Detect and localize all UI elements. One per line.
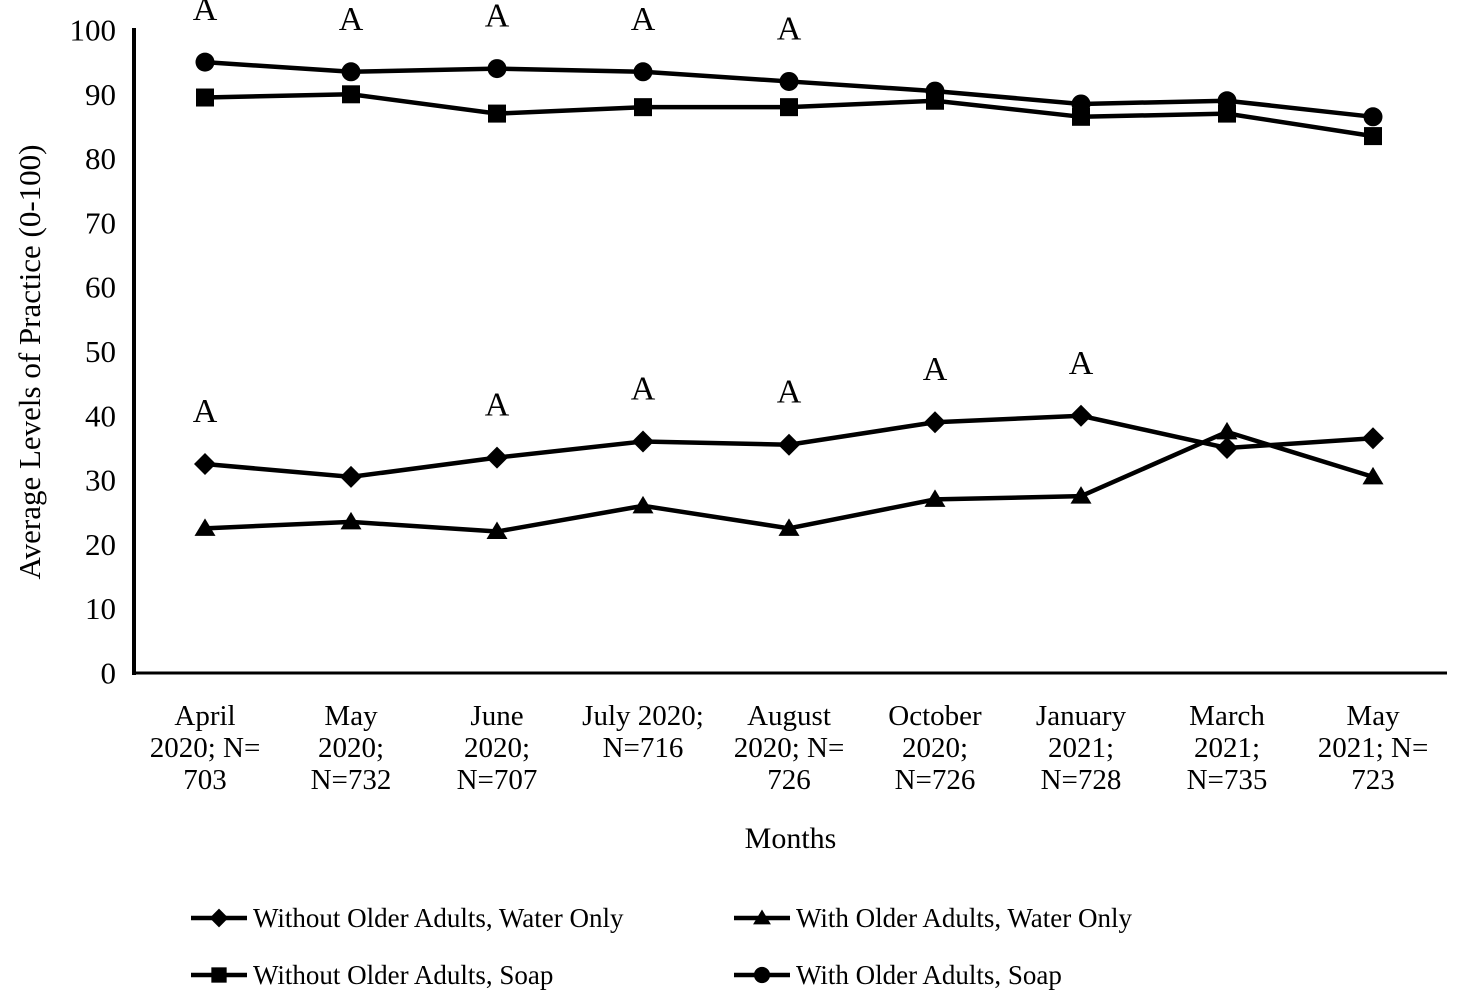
significance-annotation: A <box>193 0 218 28</box>
y-tick-label: 10 <box>85 591 116 626</box>
y-tick-label: 80 <box>85 141 116 176</box>
triangle-marker <box>924 489 946 507</box>
legend-label: With Older Adults, Water Only <box>796 902 1132 933</box>
triangle-marker <box>486 521 508 540</box>
y-tick-label: 70 <box>85 205 116 240</box>
x-tick-label: June 2020; N=707 <box>456 700 538 796</box>
triangle-marker <box>753 909 771 925</box>
significance-annotation: A <box>923 351 948 388</box>
triangle-marker <box>778 518 800 536</box>
x-axis-title: Months <box>744 822 837 855</box>
significance-annotation: A <box>485 387 510 424</box>
significance-annotation: A <box>777 374 802 411</box>
legend-item-without-older-adults-soap: Without Older Adults, Soap <box>190 958 553 992</box>
significance-annotation: A <box>485 0 510 35</box>
circle-marker <box>753 966 771 984</box>
triangle-marker <box>194 518 216 536</box>
circle-legend-marker <box>734 966 790 984</box>
square-marker <box>1364 127 1382 146</box>
x-tick-label: May 2021; N= 723 <box>1317 700 1429 796</box>
diamond-marker <box>924 411 946 434</box>
square-marker <box>196 88 214 107</box>
diamond-marker <box>1362 427 1384 450</box>
square-marker <box>634 98 652 117</box>
y-tick-label: 0 <box>101 656 117 691</box>
legend-item-with-older-adults-soap: With Older Adults, Soap <box>733 958 1062 992</box>
y-axis-title: Average Levels of Practice (0-100) <box>12 144 47 580</box>
y-tick-label: 30 <box>85 463 116 498</box>
x-tick-label: October 2020; N=726 <box>888 700 982 796</box>
significance-annotation: A <box>193 393 218 430</box>
square-marker <box>488 104 506 123</box>
triangle-marker <box>1362 466 1384 485</box>
legend-item-with-older-adults-water-only: With Older Adults, Water Only <box>733 901 1132 935</box>
significance-annotation: A <box>631 371 656 408</box>
series-without-older-adults-water-only: A A A A A A <box>193 345 1384 488</box>
diamond-marker <box>778 433 800 456</box>
diamond-legend-marker <box>191 908 247 928</box>
significance-annotation: A <box>777 10 802 47</box>
significance-annotation: A <box>631 1 656 38</box>
legend-item-without-older-adults-water-only: Without Older Adults, Water Only <box>190 901 623 935</box>
diamond-marker <box>632 430 654 453</box>
circle-marker <box>1217 91 1237 111</box>
significance-annotation: A <box>339 1 364 38</box>
square-marker <box>780 98 798 117</box>
triangle-marker <box>632 495 654 514</box>
circle-marker <box>195 52 215 72</box>
x-tick-label: March 2021; N=735 <box>1186 700 1268 796</box>
series-with-older-adults-water-only <box>194 421 1384 540</box>
triangle-marker <box>1216 421 1238 440</box>
legend-label: Without Older Adults, Water Only <box>253 902 624 933</box>
diamond-marker <box>486 446 508 469</box>
triangle-legend-marker <box>734 909 790 925</box>
y-tick-label: 100 <box>70 13 117 48</box>
circle-marker <box>633 62 653 82</box>
square-marker <box>342 85 360 104</box>
circle-marker <box>487 59 507 79</box>
y-tick-label: 60 <box>85 270 116 305</box>
y-tick-label: 40 <box>85 398 116 433</box>
circle-marker <box>779 71 799 91</box>
circle-marker <box>925 81 945 101</box>
square-marker <box>211 967 227 983</box>
diamond-marker <box>1070 404 1092 427</box>
legend-label: With Older Adults, Soap <box>796 959 1062 990</box>
x-tick-label: May 2020; N=732 <box>310 700 392 796</box>
diamond-marker <box>209 908 229 928</box>
series-without-older-adults-soap <box>196 85 1382 146</box>
x-tick-label: July 2020; N=716 <box>582 700 704 764</box>
significance-annotation: A <box>1069 345 1094 382</box>
x-tick-label: January 2021; N=728 <box>1035 700 1127 796</box>
circle-marker <box>1363 107 1383 127</box>
diamond-marker <box>340 465 362 488</box>
triangle-marker <box>340 511 362 530</box>
square-legend-marker <box>191 967 247 983</box>
diamond-marker <box>194 453 216 476</box>
x-tick-label: April 2020; N= 703 <box>149 700 261 796</box>
diamond-marker <box>1216 436 1238 459</box>
y-tick-label: 50 <box>85 334 116 369</box>
triangle-marker <box>1070 486 1092 504</box>
y-tick-label: 90 <box>85 77 116 112</box>
circle-marker <box>1071 94 1091 114</box>
circle-marker <box>341 62 361 82</box>
x-tick-label: August 2020; N= 726 <box>733 700 845 796</box>
legend-label: Without Older Adults, Soap <box>253 959 554 990</box>
y-tick-label: 20 <box>85 527 116 562</box>
